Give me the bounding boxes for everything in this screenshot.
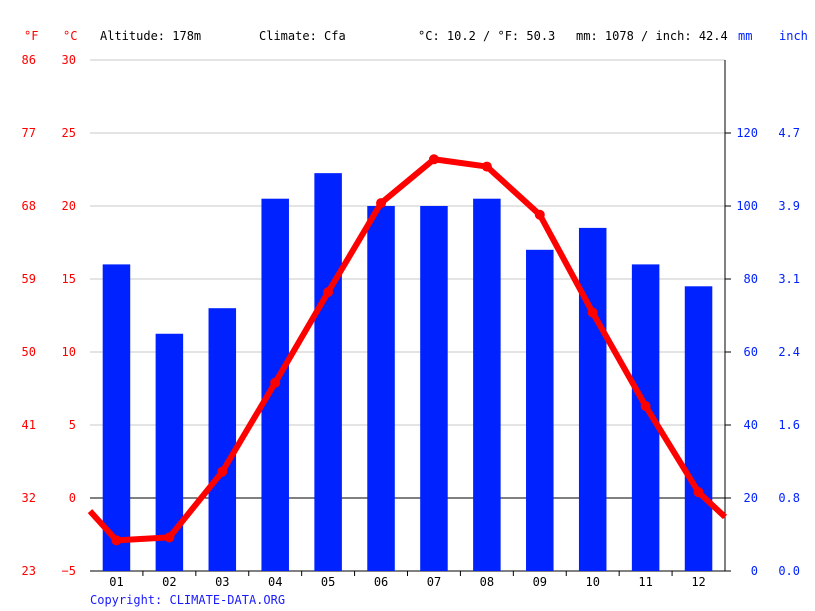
mm-unit-label: mm bbox=[738, 29, 752, 43]
precipitation-bar bbox=[473, 198, 501, 571]
fahrenheit-tick-label: 41 bbox=[22, 418, 36, 432]
average-temperature-label: °C: 10.2 / °F: 50.3 bbox=[418, 29, 555, 43]
precipitation-bar bbox=[420, 206, 448, 571]
temperature-point bbox=[323, 287, 334, 298]
inch-tick-label: 3.9 bbox=[778, 199, 800, 213]
month-label: 05 bbox=[321, 575, 335, 589]
temperature-series-line bbox=[87, 156, 728, 544]
inch-unit-label: inch bbox=[779, 29, 808, 43]
temperature-point bbox=[164, 532, 175, 543]
celsius-tick-label: 5 bbox=[69, 418, 76, 432]
temperature-point bbox=[587, 307, 598, 318]
precipitation-bar bbox=[684, 286, 713, 571]
celsius-unit-label: °C bbox=[63, 29, 77, 43]
celsius-tick-label: 30 bbox=[62, 53, 76, 67]
precipitation-bar bbox=[155, 333, 184, 571]
temperature-point bbox=[693, 487, 704, 498]
precipitation-bar bbox=[208, 308, 237, 571]
month-label: 09 bbox=[533, 575, 547, 589]
fahrenheit-tick-label: 23 bbox=[22, 564, 36, 578]
inch-tick-label: 4.7 bbox=[778, 126, 800, 140]
inch-tick-label: 1.6 bbox=[778, 418, 800, 432]
temperature-point bbox=[376, 198, 387, 209]
mm-tick-label: 60 bbox=[744, 345, 758, 359]
annual-precipitation-label: mm: 1078 / inch: 42.4 bbox=[576, 29, 728, 43]
altitude-label: Altitude: 178m bbox=[100, 29, 201, 43]
mm-tick-label: 100 bbox=[736, 199, 758, 213]
celsius-tick-label: 15 bbox=[62, 272, 76, 286]
precipitation-bar bbox=[526, 249, 554, 572]
month-label: 10 bbox=[585, 575, 599, 589]
fahrenheit-tick-label: 68 bbox=[22, 199, 36, 213]
temperature-point bbox=[111, 535, 122, 546]
temperature-point bbox=[481, 161, 492, 172]
temperature-point bbox=[428, 154, 439, 165]
mm-tick-label: 120 bbox=[736, 126, 758, 140]
celsius-tick-label: 0 bbox=[69, 491, 76, 505]
month-label: 07 bbox=[427, 575, 441, 589]
celsius-tick-label: 25 bbox=[62, 126, 76, 140]
month-label: 04 bbox=[268, 575, 282, 589]
temperature-point bbox=[270, 377, 281, 388]
inch-tick-label: 0.0 bbox=[778, 564, 800, 578]
climate-label: Climate: Cfa bbox=[259, 29, 346, 43]
month-label: 03 bbox=[215, 575, 229, 589]
inch-tick-label: 3.1 bbox=[778, 272, 800, 286]
fahrenheit-tick-label: 32 bbox=[22, 491, 36, 505]
precipitation-bar bbox=[314, 173, 342, 571]
fahrenheit-unit-label: °F bbox=[24, 29, 38, 43]
month-label: 06 bbox=[374, 575, 388, 589]
mm-tick-label: 40 bbox=[744, 418, 758, 432]
gridlines bbox=[90, 59, 726, 572]
fahrenheit-tick-label: 50 bbox=[22, 345, 36, 359]
temperature-point bbox=[534, 209, 545, 220]
precipitation-bar bbox=[578, 227, 607, 571]
month-label: 08 bbox=[480, 575, 494, 589]
temperature-point bbox=[217, 466, 228, 477]
celsius-tick-label: 10 bbox=[62, 345, 76, 359]
fahrenheit-tick-label: 86 bbox=[22, 53, 36, 67]
mm-tick-label: 80 bbox=[744, 272, 758, 286]
month-label: 12 bbox=[691, 575, 705, 589]
fahrenheit-tick-label: 77 bbox=[22, 126, 36, 140]
celsius-tick-label: 20 bbox=[62, 199, 76, 213]
month-label: 02 bbox=[162, 575, 176, 589]
fahrenheit-tick-label: 59 bbox=[22, 272, 36, 286]
inch-tick-label: 2.4 bbox=[778, 345, 800, 359]
celsius-tick-label: −5 bbox=[62, 564, 76, 578]
month-label: 11 bbox=[638, 575, 652, 589]
temperature-point bbox=[640, 401, 651, 412]
inch-tick-label: 0.8 bbox=[778, 491, 800, 505]
precipitation-bars bbox=[102, 173, 713, 572]
precipitation-bar bbox=[367, 206, 395, 571]
mm-tick-label: 20 bbox=[744, 491, 758, 505]
mm-tick-label: 0 bbox=[751, 564, 758, 578]
precipitation-bar bbox=[102, 264, 131, 571]
copyright-label: Copyright: CLIMATE-DATA.ORG bbox=[90, 593, 285, 607]
month-labels: 01 02 03 04 05 06 07 08 09 10 11 12 bbox=[109, 571, 706, 589]
month-label: 01 bbox=[109, 575, 123, 589]
axis-ticks: 86 30 77 25 68 20 59 15 50 10 41 5 32 0 23 −5 120 4.7 100 3… bbox=[22, 53, 800, 578]
temperature-line bbox=[87, 154, 728, 546]
